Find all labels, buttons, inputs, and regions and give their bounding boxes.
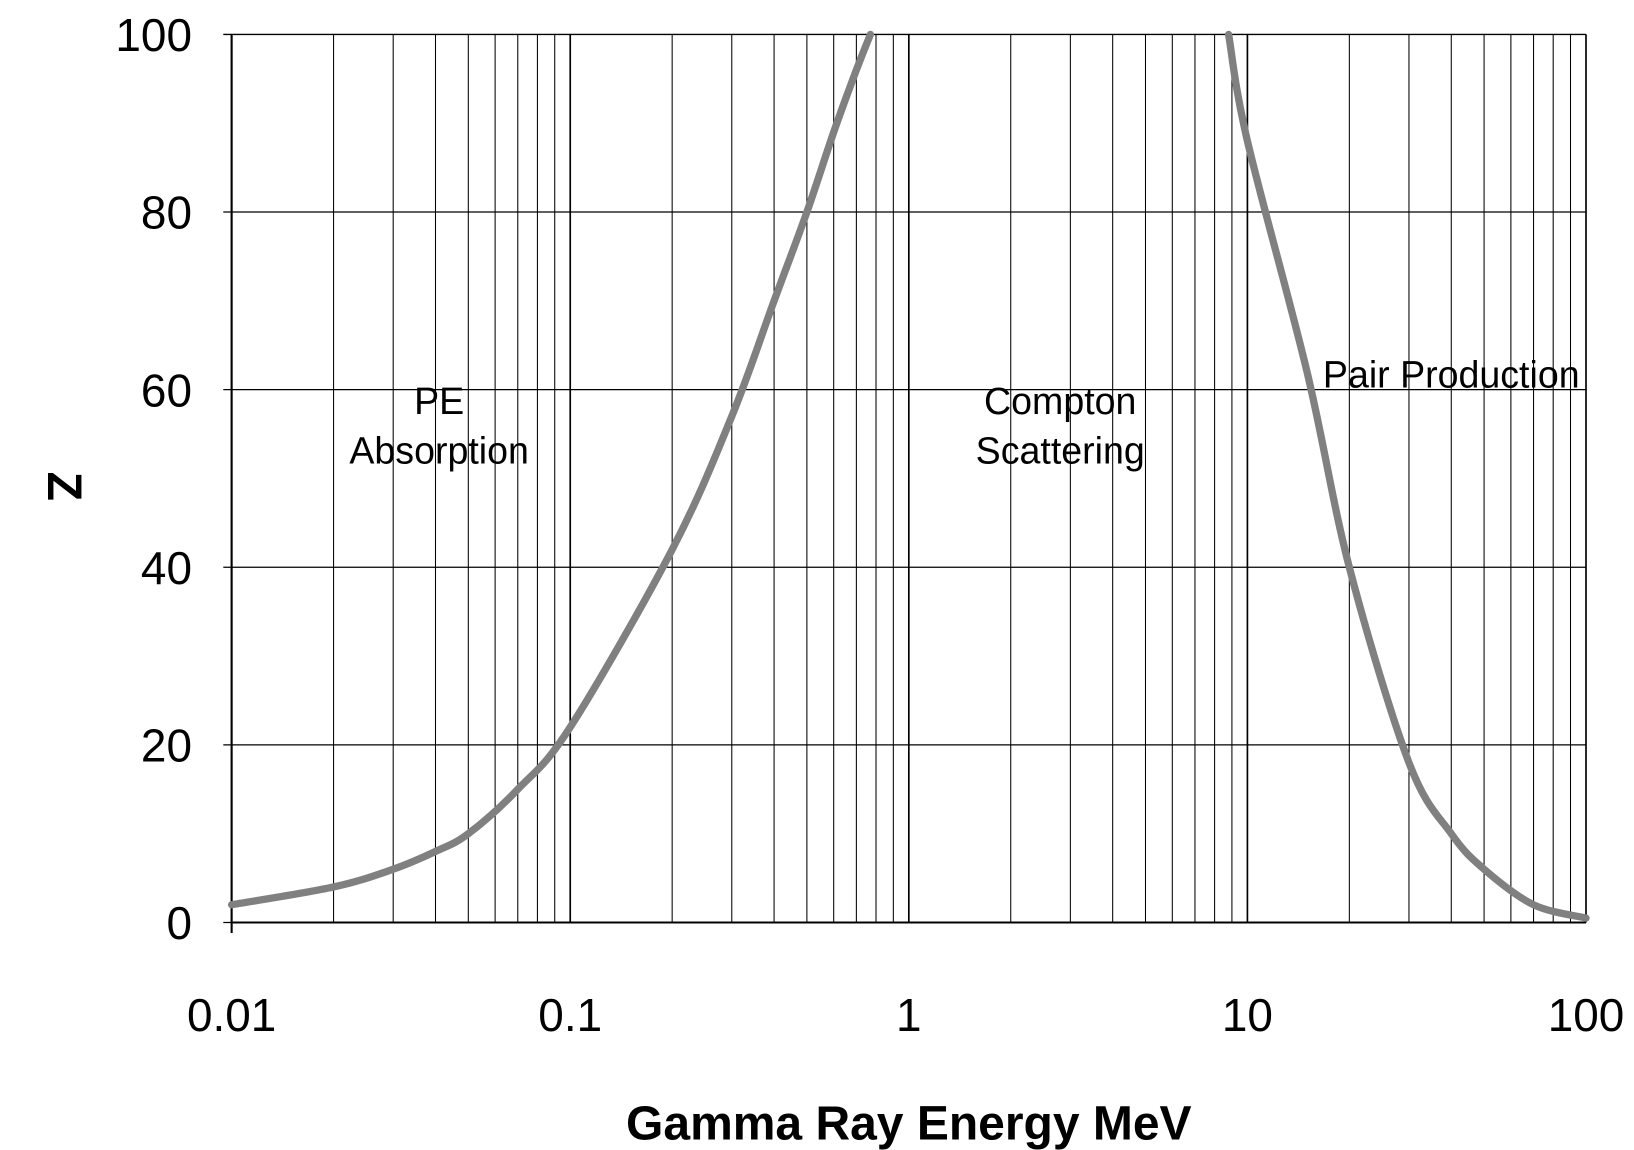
x-tick-label: 0.01 [187, 989, 276, 1041]
x-tick-label: 100 [1548, 989, 1625, 1041]
series-line [1224, 30, 1590, 922]
annotations: PE Absorption Compton Scattering Pair Produc… [349, 354, 1579, 472]
x-tick-label: 1 [896, 989, 922, 1041]
tick-labels: 0.01 0.1 1 10 100 0 20 40 60 80 100 [115, 9, 1624, 1041]
y-axis-title: Z [37, 472, 90, 501]
annotation-label: Pair Production [1323, 354, 1580, 396]
series-line [227, 30, 875, 909]
grid [223, 33, 1587, 933]
annotation-label: Compton Scattering [976, 380, 1145, 471]
y-tick-label: 20 [141, 720, 192, 772]
annotation-label: PE Absorption [349, 380, 529, 471]
x-axis-title: Gamma Ray Energy MeV [626, 1098, 1192, 1150]
y-tick-label: 100 [115, 9, 192, 61]
x-tick-label: 10 [1222, 989, 1273, 1041]
curves [227, 30, 1590, 922]
y-tick-label: 0 [166, 897, 192, 949]
y-tick-label: 80 [141, 187, 192, 239]
y-tick-label: 40 [141, 542, 192, 594]
y-tick-label: 60 [141, 364, 192, 416]
x-tick-label: 0.1 [538, 989, 602, 1041]
